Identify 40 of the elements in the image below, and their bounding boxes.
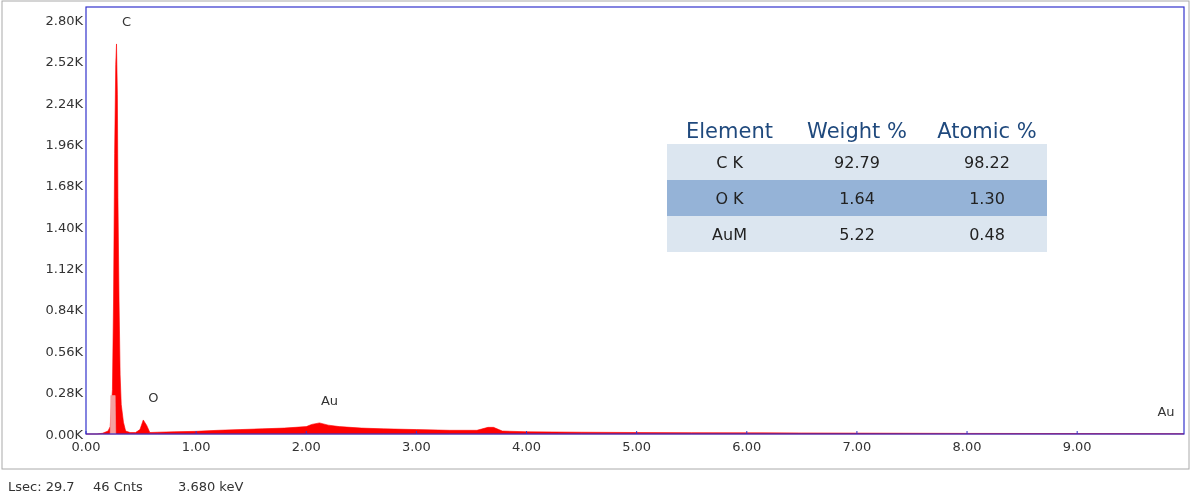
y-tick-label: 0.00K xyxy=(45,426,84,442)
annotation: O xyxy=(148,389,159,405)
x-tick-label: 4.00 xyxy=(512,439,541,454)
x-tick-label: 7.00 xyxy=(842,439,872,454)
annotation: Au xyxy=(320,392,339,408)
annotation: C xyxy=(121,13,132,29)
text: Element xyxy=(686,119,773,144)
y-tick-label: 1.12K xyxy=(45,261,84,277)
y-tick-label: 1.96K xyxy=(45,136,84,152)
y-tick-label: 0.56K xyxy=(45,343,84,359)
annotation: 98.22 xyxy=(964,152,1010,172)
y-tick-label: 2.80K xyxy=(45,12,84,28)
annotation: 0.48 xyxy=(969,224,1005,244)
annotation: 1.30 xyxy=(969,188,1005,208)
x-tick-label: 9.00 xyxy=(1062,439,1092,454)
category-label: O K xyxy=(715,188,744,208)
y-tick-label: 1.68K xyxy=(45,178,84,194)
x-tick-label: 0.00 xyxy=(71,439,101,454)
x-tick-label: 6.00 xyxy=(732,439,762,454)
annotation: 92.79 xyxy=(834,152,880,172)
annotation: Au xyxy=(1157,403,1175,419)
x-tick-label: 5.00 xyxy=(622,439,652,454)
category-label: Weight % xyxy=(807,119,907,144)
annotation: 1.64 xyxy=(839,188,875,208)
y-tick-label: 2.24K xyxy=(45,95,84,111)
y-tick-label: 0.84K xyxy=(45,302,84,318)
category-label: Atomic % xyxy=(937,119,1037,144)
annotation: 5.22 xyxy=(839,224,875,244)
y-tick-label: 2.52K xyxy=(45,54,84,70)
y-tick-label: 0.28K xyxy=(45,385,84,401)
x-tick-label: 1.00 xyxy=(181,439,211,454)
text: Lsec: 29.7 xyxy=(8,479,75,494)
category-label: C K xyxy=(716,152,743,172)
x-tick-label: 8.00 xyxy=(952,439,982,454)
y-tick-label: 1.40K xyxy=(45,219,84,235)
text: 3.680 keV xyxy=(178,479,244,494)
x-tick-label: 3.00 xyxy=(401,439,431,454)
text: 46 Cnts xyxy=(93,479,144,494)
x-tick-label: 2.00 xyxy=(291,439,321,454)
category-label: AuM xyxy=(712,224,747,244)
